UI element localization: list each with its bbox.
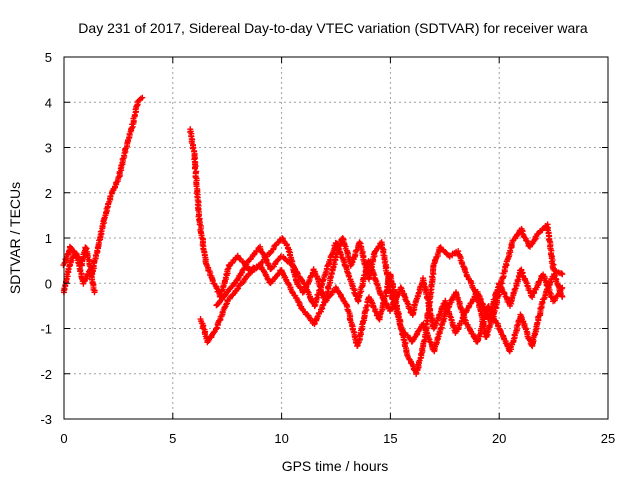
data-point <box>316 287 323 294</box>
data-point <box>558 270 565 277</box>
data-point <box>118 162 125 169</box>
grid-lines <box>64 57 608 419</box>
data-point <box>421 286 428 293</box>
data-point <box>355 340 362 347</box>
tick-labels: 0 5 10 15 20 25 -3 -2 -1 0 1 2 3 4 5 <box>40 50 615 446</box>
series-trace-1 <box>60 94 146 296</box>
data-point <box>404 300 411 307</box>
data-point <box>257 263 264 270</box>
data-point <box>299 305 306 312</box>
y-tick-label: -3 <box>40 412 52 427</box>
y-axis-label: SDTVAR / TECUs <box>7 182 23 294</box>
data-point <box>397 284 404 291</box>
data-point <box>439 303 446 310</box>
data-point <box>511 286 518 293</box>
data-point <box>210 329 217 336</box>
y-tick-label: 2 <box>45 186 52 201</box>
x-tick-label: 25 <box>601 431 615 446</box>
x-tick-label: 0 <box>60 431 67 446</box>
data-point <box>218 296 225 303</box>
data-point <box>241 265 248 272</box>
data-point <box>300 280 307 287</box>
data-point <box>213 325 220 332</box>
data-point <box>559 271 566 278</box>
data-point <box>514 277 521 284</box>
data-point <box>234 286 241 293</box>
series-trace-3 <box>187 126 566 378</box>
x-tick-label: 15 <box>383 431 397 446</box>
x-tick-label: 5 <box>169 431 176 446</box>
series-trace-2 <box>60 243 98 296</box>
data-point <box>285 280 292 287</box>
y-tick-label: 3 <box>45 141 52 156</box>
data-point <box>496 280 503 287</box>
y-tick-label: 0 <box>45 276 52 291</box>
data-point <box>113 179 120 186</box>
data-point <box>467 327 474 334</box>
series-trace-5 <box>213 239 566 336</box>
data-marks <box>60 94 566 378</box>
data-point <box>447 313 454 320</box>
data-point <box>327 292 334 299</box>
data-point <box>453 293 460 300</box>
data-point <box>247 269 254 276</box>
data-point <box>314 314 321 321</box>
data-point <box>213 285 220 292</box>
data-point <box>192 165 199 172</box>
data-point <box>380 297 387 304</box>
data-point <box>559 284 566 291</box>
x-axis-label: GPS time / hours <box>282 458 389 474</box>
y-tick-label: 1 <box>45 231 52 246</box>
chart-title: Day 231 of 2017, Sidereal Day-to-day VTE… <box>78 20 588 36</box>
x-tick-label: 10 <box>274 431 288 446</box>
data-point <box>371 308 378 315</box>
data-point <box>311 270 318 277</box>
y-tick-label: -2 <box>40 367 52 382</box>
data-point <box>510 335 517 342</box>
data-point <box>366 260 373 267</box>
data-point <box>89 280 96 287</box>
y-tick-label: -1 <box>40 322 52 337</box>
data-point <box>531 237 538 244</box>
axis-ticks <box>63 56 609 420</box>
data-point <box>97 228 104 235</box>
data-point <box>559 293 566 300</box>
x-tick-label: 20 <box>492 431 506 446</box>
data-point <box>259 249 266 256</box>
data-point <box>285 248 292 255</box>
data-point <box>285 245 292 252</box>
data-point <box>359 318 366 325</box>
data-point <box>372 277 379 284</box>
data-point <box>440 316 447 323</box>
data-point <box>223 301 230 308</box>
data-point <box>139 94 146 101</box>
data-point <box>514 322 521 329</box>
y-tick-label: 4 <box>45 95 52 110</box>
data-point <box>91 289 98 296</box>
data-point <box>437 325 444 332</box>
data-point <box>401 293 408 300</box>
data-point <box>304 288 311 295</box>
data-point <box>430 325 437 332</box>
y-tick-label: 5 <box>45 50 52 65</box>
series-trace-4 <box>197 262 566 355</box>
